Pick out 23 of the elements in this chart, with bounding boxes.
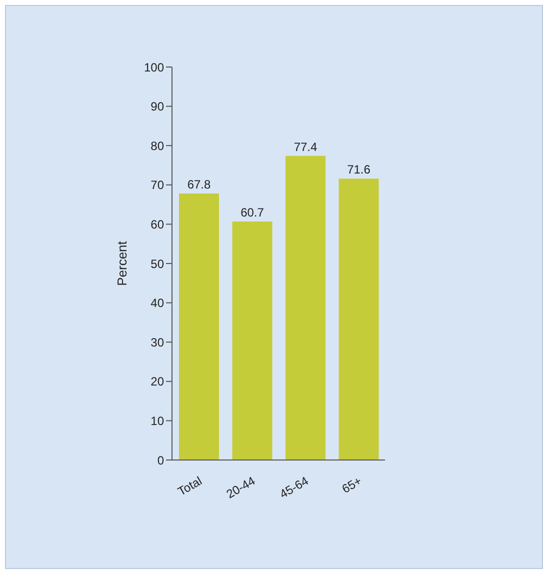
y-tick-label: 80 bbox=[150, 138, 164, 153]
data-label: 60.7 bbox=[240, 205, 264, 220]
y-tick-label: 50 bbox=[150, 256, 164, 271]
bar bbox=[232, 221, 272, 460]
x-tick-label: 45-64 bbox=[277, 474, 312, 502]
y-tick-label: 70 bbox=[150, 178, 164, 192]
bar bbox=[179, 194, 219, 460]
y-tick-label: 30 bbox=[150, 335, 164, 350]
y-tick-label: 0 bbox=[157, 453, 164, 468]
y-tick-label: 60 bbox=[150, 217, 164, 232]
y-tick-label: 40 bbox=[150, 296, 164, 310]
y-axis-title: Percent bbox=[114, 240, 130, 286]
data-label: 77.4 bbox=[294, 140, 318, 154]
y-tick-label: 20 bbox=[150, 374, 164, 389]
bar bbox=[338, 178, 379, 460]
bar bbox=[286, 156, 326, 460]
data-label: 71.6 bbox=[347, 162, 371, 177]
y-tick-label: 100 bbox=[144, 60, 164, 74]
data-label: 67.8 bbox=[187, 178, 211, 192]
x-tick-label: Total bbox=[175, 474, 204, 499]
x-tick-label: 65+ bbox=[339, 474, 364, 496]
y-tick-label: 90 bbox=[150, 100, 164, 114]
y-tick-label: 10 bbox=[150, 414, 164, 428]
